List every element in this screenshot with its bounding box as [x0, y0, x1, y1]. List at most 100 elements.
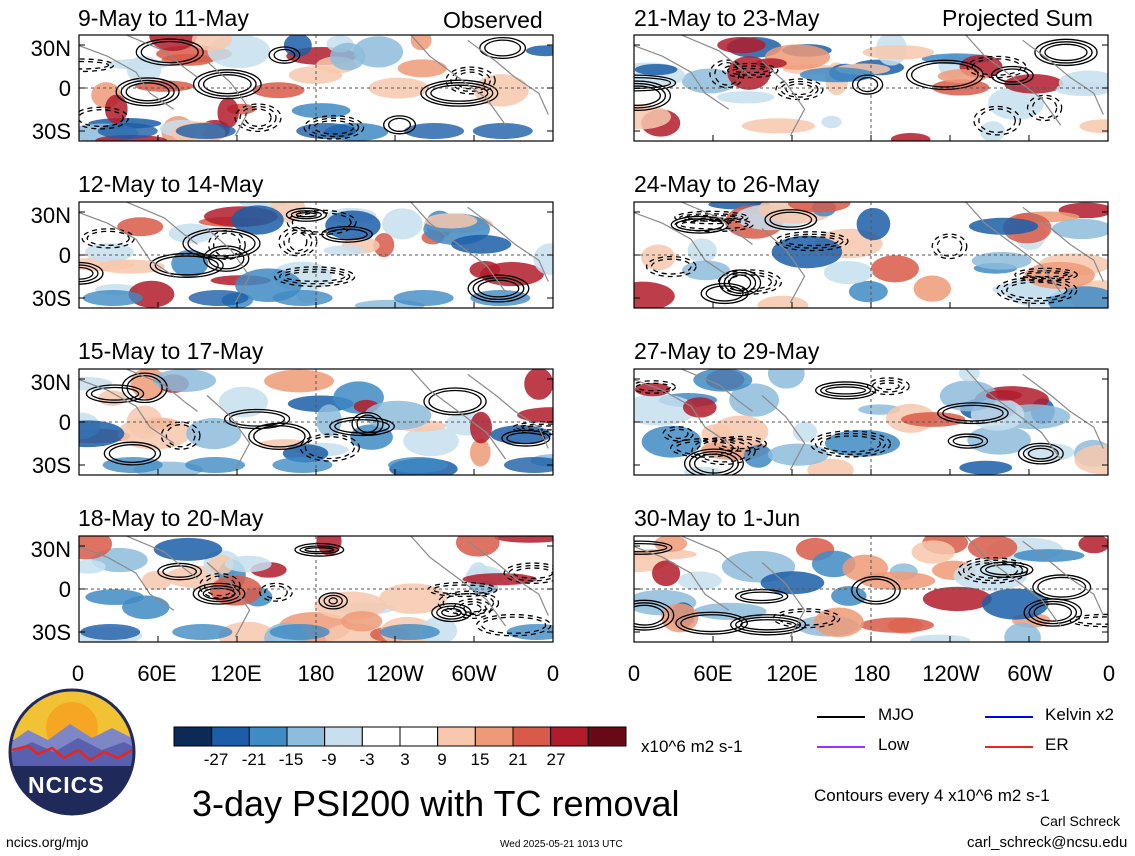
mjo-contour — [313, 120, 355, 135]
lat-label: 0 — [58, 410, 71, 435]
mjo-contour — [973, 105, 1021, 136]
mjo-contour — [259, 582, 293, 602]
lat-label: 30N — [30, 537, 71, 562]
mjo-contour — [425, 82, 494, 105]
anomaly-shading — [682, 397, 717, 418]
mjo-contour — [1039, 41, 1093, 64]
mjo-contour — [279, 268, 351, 285]
mjo-contour — [735, 616, 802, 633]
legend-kelvin-label: Kelvin x2 — [1045, 705, 1114, 724]
panel-period-title: 30-May to 1-Jun — [634, 505, 801, 531]
anomaly-shading — [821, 115, 842, 129]
colorbar-swatch — [286, 726, 326, 747]
coastline — [467, 540, 549, 616]
mjo-contour — [1014, 267, 1078, 282]
mjo-contour — [318, 592, 348, 610]
panel-observed-label: Observed — [443, 7, 543, 33]
anomaly-shading — [913, 275, 952, 302]
coastline — [965, 35, 1062, 126]
anomaly-shading — [741, 118, 816, 134]
lon-label: 120E — [210, 661, 262, 686]
mjo-contour — [871, 379, 905, 393]
panel-period-title: 9-May to 11-May — [78, 5, 249, 31]
mjo-contour — [772, 608, 841, 629]
mjo-contour — [430, 84, 489, 102]
anomaly-shading — [186, 418, 242, 450]
anomaly-shading — [890, 133, 931, 141]
mjo-contour — [774, 231, 849, 252]
mjo-contour — [248, 422, 311, 451]
footer-site[interactable]: ncics.org/mjo — [6, 834, 89, 850]
mjo-contour — [1001, 278, 1073, 302]
mjo-contour — [423, 387, 487, 416]
coastline — [410, 536, 507, 627]
colorbar-swatch — [361, 726, 401, 747]
anomaly-shading — [980, 121, 1006, 141]
mjo-contour — [334, 419, 390, 434]
anomaly-shading — [470, 411, 492, 444]
anomaly-shading — [341, 611, 383, 632]
footer-email[interactable]: carl_schreck@ncsu.edu — [967, 834, 1128, 851]
lon-label: 120W — [922, 661, 980, 686]
anomaly-shading — [393, 290, 454, 306]
anomaly-shading — [291, 103, 351, 119]
lon-label: 0 — [71, 661, 85, 686]
panel-period-title: 15-May to 17-May — [78, 338, 264, 364]
colorbar-swatch — [474, 726, 514, 747]
coastline — [965, 369, 1062, 460]
mjo-contour — [208, 247, 245, 270]
anomaly-shading — [677, 571, 722, 591]
mjo-contour — [199, 572, 241, 599]
mjo-contour — [115, 77, 180, 107]
mjo-contour — [472, 277, 525, 301]
coastline — [206, 562, 251, 637]
anomaly-shading — [634, 394, 697, 426]
mjo-contour — [779, 233, 844, 249]
anomaly-shading — [760, 571, 825, 595]
mjo-contour — [223, 408, 291, 430]
anomaly-shading — [490, 425, 552, 445]
anomaly-shading — [283, 35, 312, 57]
lat-label: 0 — [58, 577, 71, 602]
lon-label: 180 — [297, 661, 335, 686]
mjo-contour — [1034, 38, 1098, 67]
mjo-contour — [513, 567, 553, 579]
mjo-contour — [441, 607, 462, 618]
colorbar-label: -21 — [241, 750, 267, 769]
anomaly-shading — [1055, 82, 1108, 97]
mjo-contour — [516, 423, 553, 433]
mjo-contour — [192, 69, 262, 100]
colorbar-label: 3 — [400, 750, 410, 769]
coastline — [634, 379, 730, 444]
anomaly-shading — [122, 595, 170, 620]
mjo-contour — [388, 117, 412, 132]
legend-mjo-line — [817, 716, 865, 718]
mjo-contour — [777, 610, 836, 626]
mjo-contour — [985, 563, 1029, 576]
mjo-contour — [1026, 94, 1063, 122]
logo-text: NCICS — [28, 772, 105, 798]
mjo-contour — [675, 611, 748, 635]
mjo-contour — [775, 78, 824, 101]
lon-label: 120E — [766, 661, 818, 686]
anomaly-shading — [525, 45, 553, 57]
mjo-contour — [1074, 616, 1108, 625]
anomaly-shading — [813, 607, 864, 638]
panel-period-title: 27-May to 29-May — [634, 338, 820, 364]
mjo-contour — [149, 252, 224, 278]
anomaly-shading — [971, 251, 1032, 270]
anomaly-shading — [141, 570, 172, 591]
lat-label: 0 — [58, 243, 71, 268]
lon-label: 60E — [137, 661, 177, 686]
mjo-contour — [966, 55, 1027, 79]
anomaly-shading — [870, 255, 919, 283]
anomaly-shading — [967, 425, 1031, 455]
anomaly-shading — [717, 37, 766, 54]
legend-mjo-label: MJO — [878, 705, 914, 724]
anomaly-shading — [425, 213, 478, 229]
coastline — [634, 212, 730, 277]
mjo-contour — [876, 382, 900, 391]
mjo-contour — [911, 62, 979, 88]
anomaly-shading — [1051, 218, 1108, 240]
